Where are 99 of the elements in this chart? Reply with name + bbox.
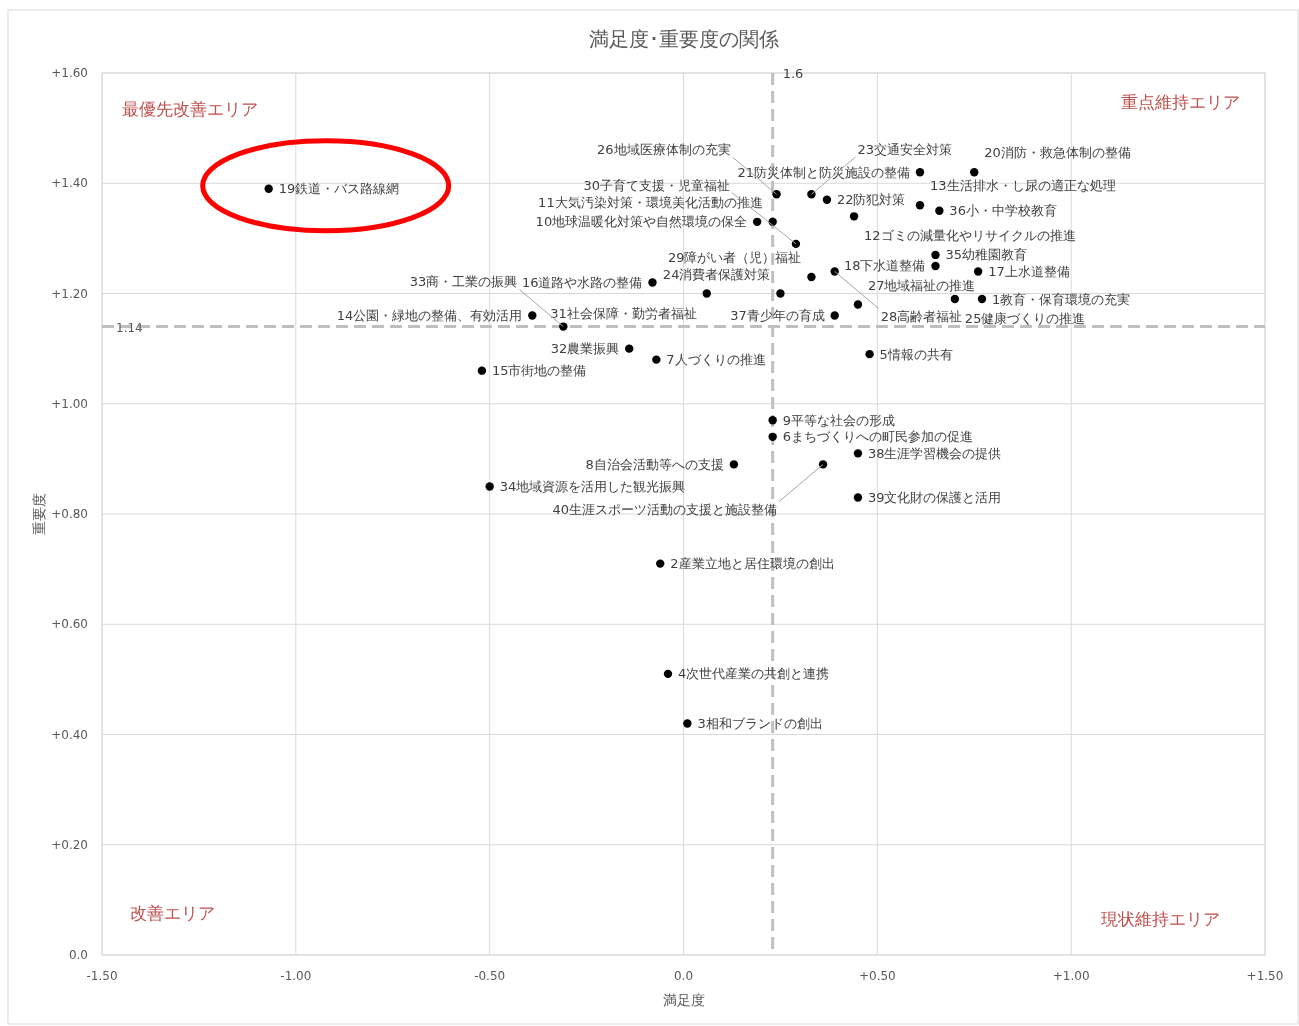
annotation: 21防災体制と防災施設の整備 bbox=[737, 164, 910, 180]
ref-line-label: 1.14 bbox=[116, 320, 143, 335]
y-tick-label: +1.20 bbox=[51, 286, 88, 301]
x-tick-label: 0.0 bbox=[673, 969, 694, 983]
point bbox=[752, 217, 762, 227]
annotation: 26地域医療体制の充実 bbox=[596, 142, 731, 158]
annotation: 37青少年の育成 bbox=[730, 308, 825, 324]
annotation: 32農業振興 bbox=[550, 341, 620, 357]
point bbox=[822, 195, 832, 204]
annotation: 1教育・保育環境の充実 bbox=[992, 291, 1131, 307]
annotation: 1.6 bbox=[782, 65, 804, 81]
annotation: 6まちづくりへの町民参加の促進 bbox=[782, 429, 973, 445]
annotation: 11大気汚染対策・環境美化活動の推進 bbox=[538, 194, 763, 210]
annotation: 13生活排水・し尿の適正な処理 bbox=[929, 178, 1116, 194]
annotation: 40生涯スポーツ活動の支援と施設整備 bbox=[552, 501, 778, 517]
point bbox=[528, 311, 537, 320]
x-tick-label: +1.00 bbox=[1052, 969, 1090, 983]
y-tick-label: +1.00 bbox=[51, 396, 88, 411]
annotation: 16道路や水路の整備 bbox=[521, 274, 643, 290]
annotation: 22防犯対策 bbox=[836, 192, 906, 208]
annotation: 重点維持エリア bbox=[1121, 92, 1240, 112]
x-tick-label: -1.00 bbox=[280, 969, 312, 983]
annotation: 12ゴミの減量化やリサイクルの推進 bbox=[864, 228, 1076, 244]
point bbox=[818, 460, 828, 469]
point bbox=[931, 261, 940, 271]
point bbox=[931, 250, 940, 260]
point bbox=[652, 355, 661, 364]
x-axis-title: 満足度 bbox=[662, 992, 705, 1008]
y-tick-label: +1.40 bbox=[51, 176, 88, 191]
annotation: 5情報の共有 bbox=[879, 346, 953, 362]
annotation: 14公園・緑地の整備、有効活用 bbox=[336, 308, 523, 324]
annotation: 2産業立地と居住環境の創出 bbox=[670, 556, 835, 572]
point bbox=[935, 206, 944, 216]
annotation: 34地域資源を活用した観光振興 bbox=[499, 478, 686, 494]
annotation: 最優先改善エリア bbox=[122, 99, 258, 119]
annotation: 25健康づくりの推進 bbox=[964, 311, 1086, 327]
point bbox=[648, 278, 657, 287]
point bbox=[853, 449, 863, 458]
annotation: 4次世代産業の共創と連携 bbox=[677, 666, 830, 682]
point bbox=[477, 366, 487, 375]
annotation: 18下水道整備 bbox=[843, 258, 926, 274]
annotation: 改善エリア bbox=[130, 903, 215, 923]
point bbox=[807, 272, 816, 282]
point bbox=[768, 432, 777, 442]
x-tick-label: -0.50 bbox=[474, 969, 506, 983]
annotation: 3相和ブランドの創出 bbox=[697, 715, 823, 731]
point bbox=[625, 344, 634, 353]
point bbox=[973, 267, 983, 276]
y-tick-label: 0.0 bbox=[68, 948, 88, 962]
point bbox=[853, 493, 863, 502]
annotation: 23交通安全対策 bbox=[857, 142, 952, 158]
point bbox=[977, 294, 987, 304]
annotation: 9平等な社会の形成 bbox=[782, 412, 895, 428]
chart-title: 満足度･重要度の関係 bbox=[588, 27, 779, 51]
point bbox=[915, 201, 925, 210]
annotation: 39文化財の保護と活用 bbox=[867, 489, 1002, 505]
point bbox=[702, 289, 711, 298]
annotation: 31社会保障・勤労者福祉 bbox=[550, 305, 697, 321]
annotation: 33商・工業の振興 bbox=[409, 274, 518, 290]
annotation: 17上水道整備 bbox=[988, 263, 1070, 279]
point bbox=[768, 416, 777, 425]
annotation: 15市街地の整備 bbox=[491, 363, 587, 379]
point bbox=[853, 300, 863, 309]
y-tick-label: +1.60 bbox=[51, 66, 88, 80]
annotation: 24消費者保護対策 bbox=[662, 266, 771, 282]
point bbox=[830, 311, 839, 320]
annotation: 35幼稚園教育 bbox=[945, 247, 1028, 263]
annotation: 29障がい者（児）福祉 bbox=[667, 249, 802, 265]
y-tick-label: +0.40 bbox=[51, 727, 88, 742]
annotation: 38生涯学習機会の提供 bbox=[867, 445, 1002, 461]
point bbox=[683, 719, 692, 728]
x-tick-label: +0.50 bbox=[858, 969, 896, 983]
y-tick-label: +0.20 bbox=[51, 837, 88, 852]
y-tick-label: +0.60 bbox=[51, 617, 88, 632]
x-tick-label: +1.50 bbox=[1246, 969, 1284, 983]
point bbox=[729, 460, 739, 469]
point bbox=[264, 184, 273, 193]
annotation: 10地球温暖化対策や自然環境の保全 bbox=[535, 214, 748, 230]
annotation: 7人づくりの推進 bbox=[666, 352, 766, 368]
point bbox=[485, 482, 494, 491]
point bbox=[970, 168, 979, 177]
y-axis-title: 重要度 bbox=[31, 493, 47, 535]
x-tick-label: -1.50 bbox=[86, 969, 118, 983]
point bbox=[950, 294, 960, 304]
annotation: 現状維持エリア bbox=[1101, 909, 1220, 929]
point bbox=[865, 349, 874, 359]
point bbox=[849, 212, 859, 221]
annotation: 28高齢者福祉 bbox=[880, 308, 963, 324]
annotation: 30子育て支援・児童福祉 bbox=[583, 177, 730, 193]
point bbox=[656, 559, 665, 568]
point bbox=[776, 289, 785, 298]
annotation: 27地域福祉の推進 bbox=[867, 277, 976, 293]
annotation: 20消防・救急体制の整備 bbox=[984, 145, 1131, 161]
annotation: 36小・中学校教育 bbox=[949, 203, 1057, 219]
point bbox=[915, 168, 925, 177]
annotation: 19鉄道・バス路線網 bbox=[278, 181, 400, 197]
y-tick-label: +0.80 bbox=[51, 507, 88, 521]
point bbox=[663, 669, 673, 679]
annotation: 8自治会活動等への支援 bbox=[585, 456, 724, 472]
